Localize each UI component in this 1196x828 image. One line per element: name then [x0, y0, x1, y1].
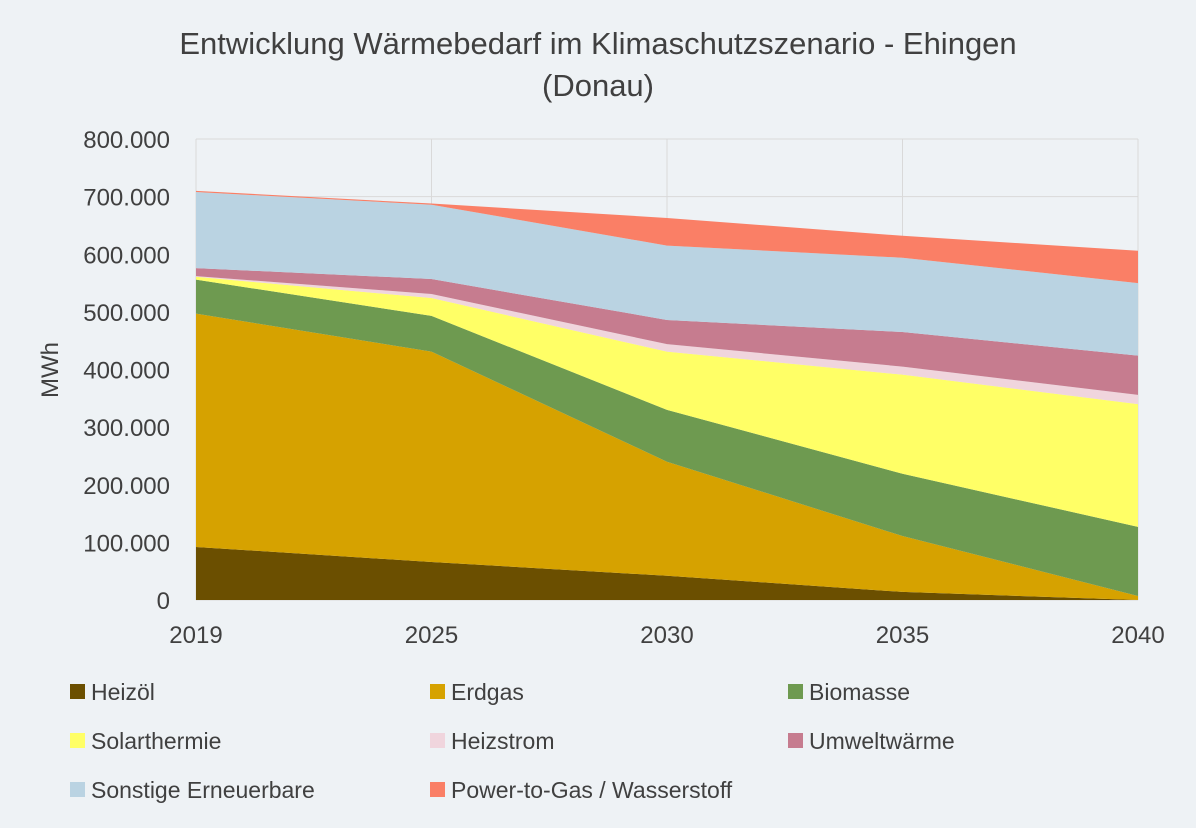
chart-title-line-1: Entwicklung Wärmebedarf im Klimaschutzsz… — [179, 26, 1016, 61]
area-heizstrom — [196, 276, 1138, 405]
legend-label: Erdgas — [451, 679, 524, 705]
legend-swatch — [430, 684, 445, 699]
legend: Heizöl Erdgas Biomasse Solarthermie Heizstro… — [70, 679, 955, 803]
legend-swatch — [788, 733, 803, 748]
x-tick-label: 2040 — [1111, 622, 1164, 649]
areas — [196, 190, 1138, 600]
legend-swatch — [70, 733, 85, 748]
legend-swatch — [70, 782, 85, 797]
legend-label: Heizstrom — [451, 728, 555, 754]
legend-label: Solarthermie — [91, 728, 221, 754]
legend-item: Sonstige Erneuerbare — [70, 777, 315, 803]
legend-item: Erdgas — [430, 679, 524, 705]
legend-item: Solarthermie — [70, 728, 221, 754]
y-tick-label: 300.000 — [83, 415, 170, 442]
legend-item: Heizöl — [70, 679, 155, 705]
area-solarthermie — [196, 276, 1138, 527]
legend-item: Power-to-Gas / Wasserstoff — [430, 777, 733, 803]
y-tick-label: 100.000 — [83, 530, 170, 557]
y-tick-label: 400.000 — [83, 358, 170, 385]
legend-item: Umweltwärme — [788, 728, 955, 754]
y-tick-label: 500.000 — [83, 300, 170, 327]
y-tick-label: 200.000 — [83, 473, 170, 500]
x-tick-labels: 2019 2025 2030 2035 2040 — [169, 622, 1164, 649]
legend-label: Heizöl — [91, 679, 155, 705]
y-tick-label: 700.000 — [83, 185, 170, 212]
chart-title-line-2: (Donau) — [542, 68, 654, 103]
legend-swatch — [430, 782, 445, 797]
x-tick-label: 2030 — [640, 622, 693, 649]
y-tick-label: 600.000 — [83, 242, 170, 269]
area-erdgas — [196, 313, 1138, 600]
area-umweltwärme — [196, 268, 1138, 395]
legend-swatch — [70, 684, 85, 699]
legend-label: Power-to-Gas / Wasserstoff — [451, 777, 733, 803]
legend-swatch — [430, 733, 445, 748]
y-axis-label: MWh — [37, 342, 64, 398]
legend-label: Sonstige Erneuerbare — [91, 777, 315, 803]
area-power-to-gas-wasserstoff — [196, 190, 1138, 284]
legend-label: Biomasse — [809, 679, 910, 705]
legend-item: Heizstrom — [430, 728, 555, 754]
y-tick-label: 0 — [157, 588, 170, 615]
x-tick-label: 2035 — [876, 622, 929, 649]
legend-label: Umweltwärme — [809, 728, 955, 754]
area-sonstige-erneuerbare — [196, 192, 1138, 356]
y-tick-label: 800.000 — [83, 127, 170, 154]
x-tick-label: 2025 — [405, 622, 458, 649]
y-tick-labels: 0 100.000 200.000 300.000 400.000 500.000 600.… — [83, 127, 170, 615]
area-biomasse — [196, 279, 1138, 596]
legend-item: Biomasse — [788, 679, 910, 705]
legend-swatch — [788, 684, 803, 699]
x-tick-label: 2019 — [169, 622, 222, 649]
area-heizöl — [196, 546, 1138, 600]
